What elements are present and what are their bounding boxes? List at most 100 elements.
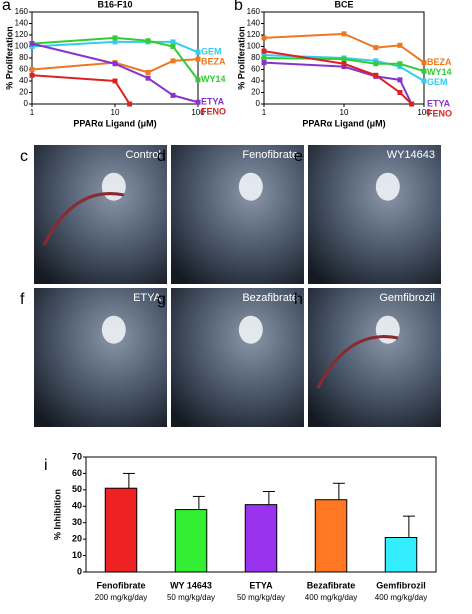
photo-label: Fenofibrate <box>242 149 298 161</box>
data-point <box>261 52 267 58</box>
bar <box>314 499 348 573</box>
data-point <box>341 61 347 67</box>
photo <box>34 288 167 427</box>
series-label: ETYA <box>427 98 451 108</box>
x-tick-sublabel: 400 mg/kg/day <box>375 593 427 602</box>
data-point <box>29 44 35 49</box>
data-point <box>112 61 118 67</box>
series-line <box>263 61 413 105</box>
series-label: BEZA <box>427 57 452 67</box>
photo-letter: h <box>294 291 303 308</box>
data-point <box>145 75 151 81</box>
x-axis-label: PPARα Ligand (μM) <box>302 118 385 128</box>
y-tick-label: 100 <box>247 42 261 51</box>
x-tick-label: ETYA <box>249 580 273 590</box>
data-point <box>145 69 151 75</box>
x-tick-sublabel: 400 mg/kg/day <box>305 593 357 602</box>
y-tick-label: 60 <box>72 468 82 478</box>
y-tick-label: 20 <box>72 534 82 544</box>
y-tick-label: 0 <box>24 99 29 108</box>
y-tick-label: 60 <box>19 65 28 74</box>
photo-letter: g <box>157 291 166 308</box>
bar <box>384 537 418 573</box>
x-tick-label: 1 <box>30 108 35 117</box>
series-label: GEM <box>427 77 448 87</box>
y-axis-label: % Inhibition <box>52 489 62 540</box>
photo-label: Control <box>126 149 161 161</box>
series-label: WY14 <box>427 67 452 77</box>
y-tick-label: 140 <box>247 19 261 28</box>
x-tick-label: WY 14643 <box>170 580 212 590</box>
series-label: GEM <box>201 47 222 57</box>
chart-title: B16-F10 <box>97 0 132 9</box>
bar <box>104 487 138 573</box>
photo-label: WY14643 <box>387 149 435 161</box>
y-tick-label: 100 <box>15 42 29 51</box>
data-point <box>170 58 176 64</box>
data-point <box>373 61 379 67</box>
data-point <box>112 35 118 41</box>
data-point <box>397 90 403 95</box>
photo-highlight <box>238 172 263 201</box>
data-point <box>170 44 176 49</box>
y-tick-label: 30 <box>72 517 82 527</box>
data-point <box>409 101 415 107</box>
data-point <box>29 41 35 47</box>
y-tick-label: 140 <box>15 19 29 28</box>
y-tick-label: 50 <box>72 484 82 494</box>
x-axis-label: PPARα Ligand (μM) <box>73 118 156 128</box>
data-point <box>261 48 267 54</box>
y-tick-label: 10 <box>72 550 82 560</box>
series-label: FENO <box>201 107 226 117</box>
data-point <box>112 78 118 84</box>
photo-label: ETYA <box>133 292 162 304</box>
photo-highlight <box>101 172 126 201</box>
photo-highlight <box>238 315 263 344</box>
y-tick-label: 0 <box>256 99 261 108</box>
photo <box>171 288 304 427</box>
y-axis-label: % Proliferation <box>236 26 246 90</box>
photo-panel: d Fenofibrate <box>157 145 304 284</box>
series-label: WY14 <box>201 74 226 84</box>
vessels <box>316 335 399 389</box>
data-point <box>397 77 403 83</box>
y-tick-label: 160 <box>247 7 261 16</box>
y-tick-label: 40 <box>251 76 260 85</box>
data-point <box>421 60 427 66</box>
panel-letter: b <box>234 0 243 14</box>
x-tick-label: Fenofibrate <box>96 580 145 590</box>
photo-panel: e WY14643 <box>294 145 441 284</box>
data-point <box>421 78 427 84</box>
data-point <box>29 67 35 72</box>
photo-label: Gemfibrozil <box>379 292 435 304</box>
photo-panel: f ETYA <box>20 288 167 427</box>
photo <box>308 145 441 284</box>
y-tick-label: 20 <box>19 88 28 97</box>
data-point <box>373 45 379 51</box>
data-point <box>127 101 133 107</box>
photo-letter: c <box>20 148 28 165</box>
y-tick-label: 80 <box>251 53 260 62</box>
photo-label: Bezafibrate <box>242 292 298 304</box>
x-tick-label: 100 <box>417 108 431 117</box>
y-tick-label: 120 <box>15 30 29 39</box>
data-point <box>195 99 201 105</box>
x-tick-label: 10 <box>111 108 120 117</box>
x-tick-label: 100 <box>191 108 205 117</box>
y-tick-label: 120 <box>247 30 261 39</box>
series-label: FENO <box>427 108 452 118</box>
y-tick-label: 60 <box>251 65 260 74</box>
x-tick-label: Gemfibrozil <box>376 580 426 590</box>
x-tick-label: 1 <box>262 108 267 117</box>
data-point <box>170 39 176 45</box>
photo-highlight <box>375 315 400 344</box>
y-tick-label: 40 <box>72 501 82 511</box>
photo-letter: d <box>157 148 166 165</box>
data-point <box>341 64 347 70</box>
x-tick-sublabel: 50 mg/kg/day <box>237 593 285 602</box>
plot-frame <box>31 11 199 105</box>
x-tick-sublabel: 50 mg/kg/day <box>167 593 215 602</box>
bar <box>244 504 278 573</box>
photo <box>34 145 167 284</box>
